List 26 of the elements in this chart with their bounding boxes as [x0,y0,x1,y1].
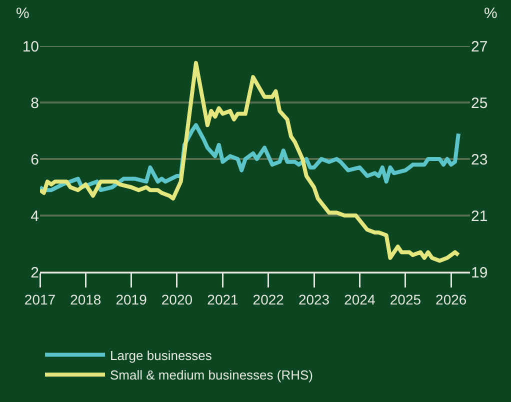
y2-axis-title: % [484,5,498,22]
line-series [40,60,460,263]
legend-label: Small & medium businesses (RHS) [110,368,314,383]
x-tick-label: 2020 [161,291,193,308]
x-tick-label: 2021 [207,291,239,308]
y-tick-label: 6 [30,151,39,168]
x-tick-label: 2017 [24,291,56,308]
x-tick-label: 2019 [116,291,148,308]
y-tick-label: 4 [30,208,39,225]
y2-tick-label: 21 [471,208,488,225]
y2-tick-label: 23 [471,151,488,168]
x-tick-label: 2025 [390,291,422,308]
y-tick-label: 10 [22,38,39,56]
y-axis-title: % [16,5,30,22]
x-tick-label: 2022 [252,291,284,308]
y2-tick-label: 27 [471,38,488,56]
y2-tick-label: 19 [471,264,488,282]
line-series [40,123,460,192]
y-tick-label: 8 [30,94,39,112]
x-tick-label: 2023 [298,291,330,308]
x-tick-label: 2018 [70,291,102,308]
y2-tick-label: 25 [471,94,488,112]
x-tick-label: 2024 [344,291,376,308]
legend-label: Large businesses [110,348,212,363]
x-tick-label: 2026 [436,291,467,308]
y-tick-label: 2 [30,264,39,282]
